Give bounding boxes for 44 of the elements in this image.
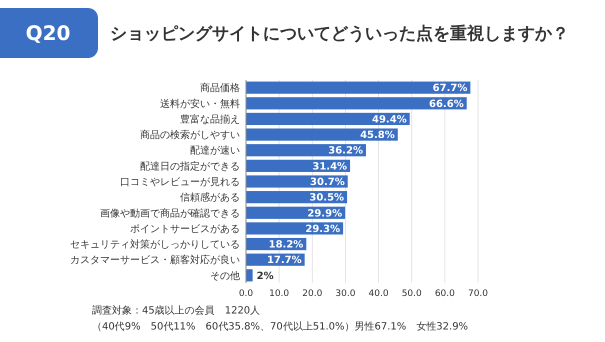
y-tick-label: カスタマーサービス・顧客対応が良い	[70, 254, 240, 266]
bar	[246, 82, 470, 94]
chart-title: ショッピングサイトについてどういった点を重視しますか？	[110, 24, 569, 44]
x-tick-label: 10.0	[269, 289, 290, 300]
y-tick-label: 配達日の指定ができる	[140, 160, 240, 172]
data-label: 67.7%	[432, 83, 468, 94]
x-tick-label: 70.0	[468, 289, 488, 300]
text: Q20	[26, 21, 70, 45]
x-tick-label: 20.0	[302, 289, 323, 300]
x-tick-label: 40.0	[368, 289, 389, 300]
x-tick-label: 60.0	[434, 289, 456, 300]
x-tick-label: 0.0	[238, 289, 254, 300]
y-tick-label: 商品価格	[200, 82, 240, 94]
data-label: 29.3%	[305, 224, 340, 235]
y-tick-label: その他	[210, 270, 240, 282]
y-tick-label: 送料が安い・無料	[160, 98, 240, 110]
x-tick-label: 50.0	[402, 289, 422, 300]
y-tick-label: ポイントサービスがある	[130, 224, 240, 235]
y-tick-label: 商品の検索がしやすい	[140, 129, 240, 142]
bar	[246, 97, 467, 110]
data-label: 66.6%	[429, 98, 464, 110]
data-label: 45.8%	[360, 130, 395, 142]
data-label: 31.4%	[312, 161, 348, 172]
bar	[246, 269, 253, 282]
data-label: 49.4%	[372, 114, 407, 126]
y-tick-label: 配達が速い	[190, 144, 240, 157]
bar	[246, 128, 398, 141]
data-label: 17.7%	[266, 255, 302, 266]
x-tick-label: 30.0	[335, 289, 356, 300]
y-tick-label: セキュリティ対策がしっかりしている	[70, 238, 240, 251]
text: 調査対象：45歳以上の会員 1220人	[92, 304, 260, 316]
data-label: 29.9%	[307, 208, 342, 220]
y-tick-label: 豊富な品揃え	[180, 113, 240, 126]
data-label: 2%	[256, 270, 274, 282]
data-label: 18.2%	[268, 240, 304, 251]
y-tick-label: 信頼感がある	[180, 192, 240, 204]
y-tick-label: 口コミやレビューが見れる	[120, 177, 240, 188]
data-label: 30.5%	[309, 192, 344, 204]
y-tick-label: 画像や動画で商品が確認できる	[100, 207, 240, 220]
data-label: 36.2%	[328, 146, 363, 157]
data-label: 30.7%	[310, 177, 345, 188]
text: （40代9% 50代11% 60代35.8%、70代以上51.0%）男性67.1% 女性32.9%	[92, 320, 468, 332]
bar	[246, 144, 366, 156]
bar	[246, 112, 410, 126]
